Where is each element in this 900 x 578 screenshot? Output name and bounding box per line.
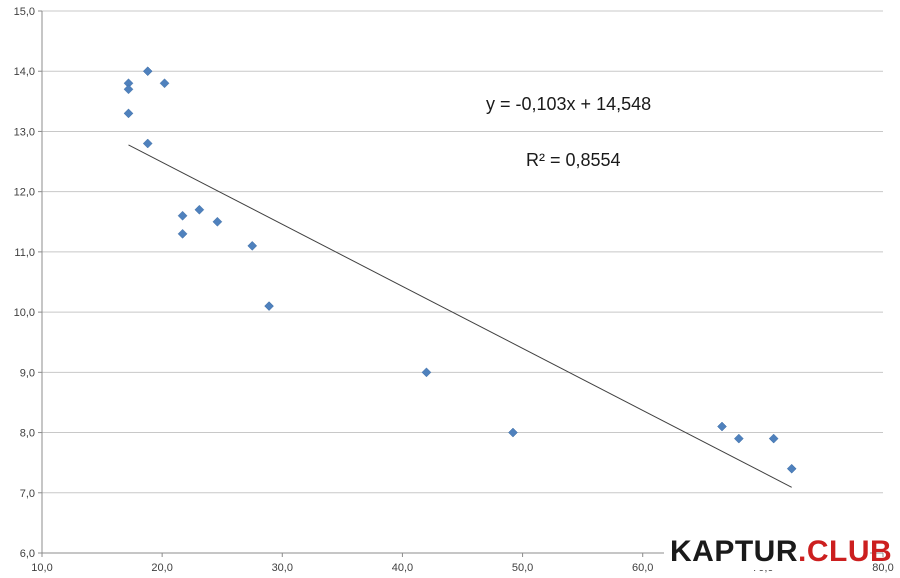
data-point: [177, 228, 188, 239]
gridlines: [42, 10, 883, 494]
y-tick-label: 11,0: [14, 247, 35, 259]
data-point: [247, 241, 258, 251]
data-point: [142, 138, 153, 149]
axes: [38, 10, 884, 557]
data-point: [123, 108, 134, 119]
data-point: [733, 433, 744, 444]
y-tick-label: 8,0: [20, 428, 35, 440]
y-tick-label: 15,0: [14, 6, 35, 18]
y-tick-label: 10,0: [14, 307, 35, 319]
x-tick-label: 40,0: [392, 562, 413, 574]
y-tick-label: 6,0: [20, 548, 35, 560]
data-point: [264, 301, 274, 311]
data-point: [768, 433, 779, 444]
data-point: [194, 204, 205, 215]
data-points: [123, 66, 797, 474]
x-tick-label: 80,0: [872, 562, 893, 574]
y-tick-label: 7,0: [20, 488, 35, 500]
data-point: [159, 78, 170, 89]
r-squared-label: R² = 0,8554: [526, 150, 621, 170]
data-point: [123, 84, 134, 95]
data-point: [717, 421, 727, 432]
trendline-equation: y = -0,103x + 14,548: [486, 94, 651, 114]
trendline: [128, 144, 792, 488]
data-point: [142, 66, 153, 77]
y-tick-label: 12,0: [14, 187, 35, 199]
watermark-logo: KAPTUR.CLUB: [670, 535, 892, 568]
watermark-background: [664, 530, 870, 570]
x-tick-label: 20,0: [151, 562, 172, 574]
data-point: [177, 210, 188, 221]
y-tick-label: 9,0: [20, 367, 35, 379]
watermark-part-2: .CLUB: [798, 535, 892, 568]
x-tick-label: 50,0: [512, 562, 533, 574]
y-tick-label: 14,0: [14, 66, 35, 78]
data-point: [786, 463, 797, 474]
watermark: KAPTUR.CLUB: [664, 530, 892, 570]
y-tick-label: 13,0: [14, 126, 35, 138]
data-point: [508, 427, 518, 438]
trendline-group: [128, 144, 792, 488]
x-tick-label: 60,0: [632, 562, 653, 574]
data-point: [421, 367, 432, 378]
x-tick-labels: 10,020,030,040,050,060,070,080,0: [31, 562, 893, 574]
x-tick-label: 30,0: [272, 562, 293, 574]
watermark-part-1: KAPTUR: [670, 535, 798, 568]
y-tick-labels: 6,0 7,0 8,0 9,0 10,0 11,0 12,0 13,0 14,0 15,0: [14, 6, 35, 560]
x-tick-label: 10,0: [31, 562, 52, 574]
data-point: [212, 216, 223, 227]
